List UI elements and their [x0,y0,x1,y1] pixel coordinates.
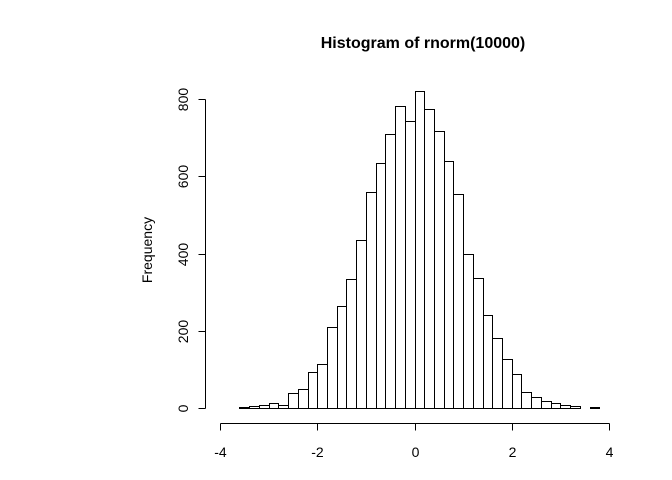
histogram-bar [288,393,299,409]
x-tick-label: -4 [214,444,227,460]
y-axis-label: Frequency [139,217,155,283]
histogram-bar [366,192,377,409]
histogram-bar [385,134,396,409]
histogram-bar [346,279,357,409]
histogram-bar [551,403,561,409]
x-tick-label: 4 [606,444,614,460]
histogram-bar [308,372,318,409]
histogram-bar [521,392,532,409]
histogram-bar [434,131,445,409]
histogram-bar [327,327,338,409]
histogram-bar [239,407,250,409]
histogram-bar [473,278,484,409]
y-tick-label: 800 [175,88,191,112]
histogram-bar [424,109,435,409]
x-tick-label: 0 [412,444,420,460]
y-axis: 0 200 400 600 800 [175,88,206,412]
histogram-bar [317,364,328,409]
bars-group [239,91,600,409]
histogram-bar [483,315,493,409]
histogram-bar [453,194,464,409]
histogram-bar [259,405,270,409]
histogram-bar [541,401,552,409]
histogram-bar [278,405,289,409]
x-tick-label: -2 [311,444,324,460]
histogram-bar [492,338,503,409]
histogram-bar [590,407,600,409]
histogram-bar [376,163,386,409]
histogram-bar [570,406,581,409]
chart-title: Histogram of rnorm(10000) [321,35,526,52]
histogram-bar [269,403,279,409]
y-tick-label: 600 [175,165,191,189]
histogram-bar [444,161,454,409]
histogram-bar [298,389,309,409]
histogram-bar [463,254,474,409]
histogram-bar [512,374,522,409]
y-tick-label: 400 [175,243,191,267]
x-axis: -4 -2 0 2 4 [214,423,614,460]
histogram-bar [560,405,571,409]
histogram-bar [249,406,260,409]
histogram-bar [395,106,406,409]
histogram-bar [405,121,416,409]
histogram-bar [356,240,367,409]
y-tick-label: 0 [175,404,191,412]
histogram-bar [415,91,425,409]
histogram-bar [337,306,347,409]
y-tick-label: 200 [175,320,191,344]
histogram-bar [531,397,542,409]
histogram-bar [502,359,513,409]
x-tick-label: 2 [509,444,517,460]
